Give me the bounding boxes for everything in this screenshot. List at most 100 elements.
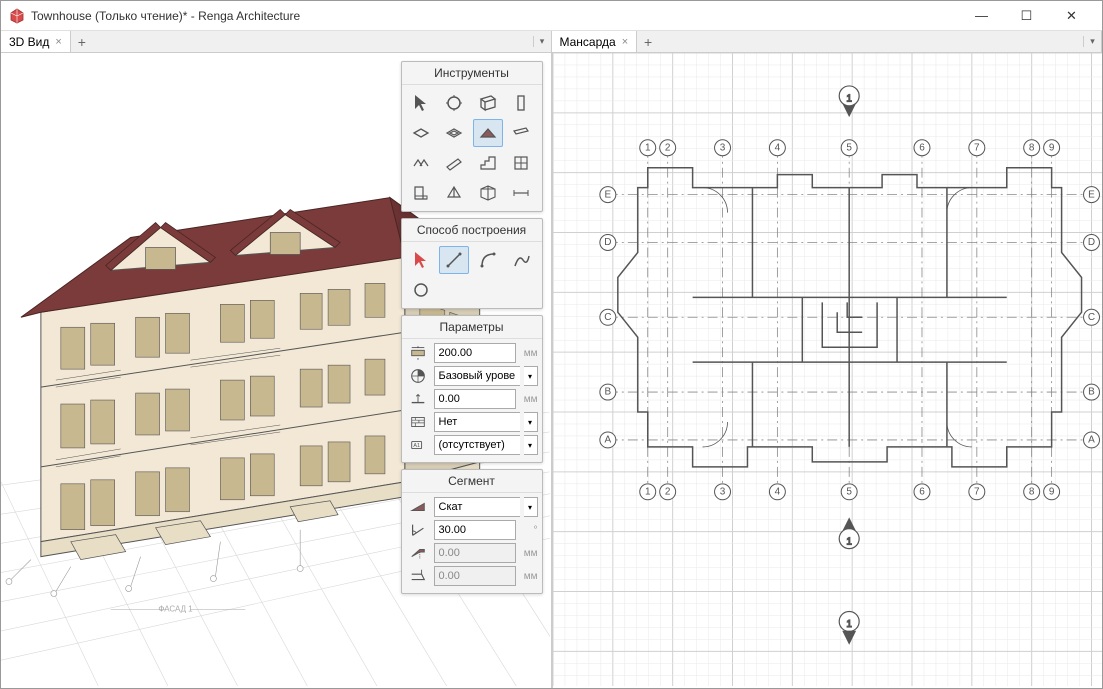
svg-text:5: 5 [846, 486, 852, 497]
svg-text:4: 4 [774, 142, 780, 153]
add-tab-button[interactable]: + [637, 34, 659, 50]
svg-text:B: B [1088, 387, 1095, 398]
tab-mansard[interactable]: Мансарда × [552, 31, 638, 52]
dropdown-icon[interactable]: ▾ [524, 435, 538, 455]
offset-icon [406, 389, 430, 409]
svg-text:8: 8 [1028, 486, 1034, 497]
param-value: 0.00 [434, 543, 516, 563]
tab-3d-view[interactable]: 3D Вид × [1, 31, 71, 52]
dropdown-icon[interactable]: ▾ [524, 366, 538, 386]
tool-wall[interactable] [473, 89, 503, 117]
param-value[interactable]: (отсутствует) [434, 435, 520, 455]
thickness-icon [406, 343, 430, 363]
method-pick[interactable] [406, 246, 436, 274]
param-value[interactable]: Базовый урове [434, 366, 520, 386]
dropdown-icon[interactable]: ▾ [524, 497, 538, 517]
content-area: ФАСАД 1 Инструменты Способ построения Па… [1, 53, 1102, 688]
tool-door[interactable] [406, 179, 436, 207]
svg-text:C: C [604, 312, 611, 323]
close-icon[interactable]: × [55, 36, 61, 48]
tool-opening[interactable] [439, 119, 469, 147]
method-arc[interactable] [473, 246, 503, 274]
svg-text:9: 9 [1048, 142, 1054, 153]
tab-dropdown-right[interactable]: ▾ [1083, 36, 1101, 47]
tool-slab[interactable] [406, 119, 436, 147]
svg-text:1: 1 [846, 619, 852, 630]
window-title: Townhouse (Только чтение)* - Renga Archi… [31, 9, 959, 23]
tool-stair[interactable] [473, 149, 503, 177]
svg-text:A: A [604, 435, 611, 446]
svg-text:2: 2 [664, 486, 670, 497]
panel-params: Параметры 200.00ммБазовый урове▾0.00ммНе… [401, 315, 543, 463]
method-curve[interactable] [506, 246, 536, 274]
tool-roof-multi[interactable] [406, 149, 436, 177]
maximize-button[interactable]: ☐ [1004, 1, 1049, 30]
tab-dropdown-left[interactable]: ▾ [533, 36, 551, 47]
method-line[interactable] [439, 246, 469, 274]
param-value[interactable]: 0.00 [434, 389, 516, 409]
close-icon[interactable]: × [622, 36, 628, 48]
tool-object-select[interactable] [439, 89, 469, 117]
param-unit: мм [520, 348, 538, 359]
tool-grid [406, 89, 538, 207]
tabbar: 3D Вид × + ▾ Мансарда × + ▾ [1, 31, 1102, 53]
param-unit: мм [520, 548, 538, 559]
dropdown-icon[interactable]: ▾ [524, 412, 538, 432]
app-icon [9, 8, 25, 24]
add-tab-button[interactable]: + [71, 34, 93, 50]
svg-text:4: 4 [774, 486, 780, 497]
tool-dimension[interactable] [506, 179, 536, 207]
tool-section[interactable] [473, 179, 503, 207]
param-row-angle: 30.00° [406, 520, 538, 540]
svg-text:8: 8 [1028, 142, 1034, 153]
svg-text:D: D [1087, 237, 1094, 248]
overhang-icon [406, 543, 430, 563]
svg-text:ФАСАД 1: ФАСАД 1 [158, 604, 193, 613]
svg-text:E: E [604, 189, 611, 200]
svg-text:1: 1 [644, 486, 650, 497]
panel-title: Сегмент [402, 470, 542, 493]
panel-title: Инструменты [402, 62, 542, 85]
tool-beam[interactable] [506, 119, 536, 147]
param-row-overhang: 0.00 мм [406, 543, 538, 563]
svg-text:6: 6 [919, 486, 925, 497]
panel-title: Параметры [402, 316, 542, 339]
param-unit: мм [520, 394, 538, 405]
svg-text:5: 5 [846, 142, 852, 153]
param-value[interactable]: 30.00 [434, 520, 516, 540]
close-button[interactable]: ✕ [1049, 1, 1094, 30]
param-row-thickness: 200.00 мм [406, 343, 538, 363]
panel-stack: Инструменты Способ построения Параметры … [401, 61, 543, 594]
tool-window[interactable] [506, 149, 536, 177]
method-circle[interactable] [406, 276, 436, 304]
param-row-level: Базовый урове▾ [406, 366, 538, 386]
tool-prism[interactable] [439, 179, 469, 207]
tool-roof-slope[interactable] [473, 119, 503, 147]
svg-text:3: 3 [719, 486, 725, 497]
svg-text:7: 7 [974, 486, 980, 497]
panel-title: Способ построения [402, 219, 542, 242]
panel-tools: Инструменты [401, 61, 543, 212]
svg-text:B: B [604, 387, 611, 398]
svg-text:1: 1 [644, 142, 650, 153]
viewport-2d[interactable]: 112233445566778899AABBCCDDEE 1 1 1 [553, 53, 1103, 688]
param-value[interactable]: Скат [434, 497, 520, 517]
window-controls: — ☐ ✕ [959, 1, 1094, 30]
param-row-eave: 0.00мм [406, 566, 538, 586]
tab-label: 3D Вид [9, 35, 49, 49]
material-icon [406, 412, 430, 432]
svg-text:E: E [1088, 189, 1095, 200]
param-value[interactable]: 200.00 [434, 343, 516, 363]
svg-text:1: 1 [846, 94, 852, 105]
param-value[interactable]: Нет [434, 412, 520, 432]
param-row-material: Нет▾ [406, 412, 538, 432]
panel-segment: Сегмент Скат▾30.00°0.00мм0.00мм [401, 469, 543, 594]
minimize-button[interactable]: — [959, 1, 1004, 30]
mark-icon: A1 [406, 435, 430, 455]
tool-column[interactable] [506, 89, 536, 117]
tool-ramp[interactable] [439, 149, 469, 177]
svg-text:2: 2 [664, 142, 670, 153]
viewport-3d[interactable]: ФАСАД 1 Инструменты Способ построения Па… [1, 53, 553, 688]
tool-cursor[interactable] [406, 89, 436, 117]
tab-label: Мансарда [560, 35, 616, 49]
